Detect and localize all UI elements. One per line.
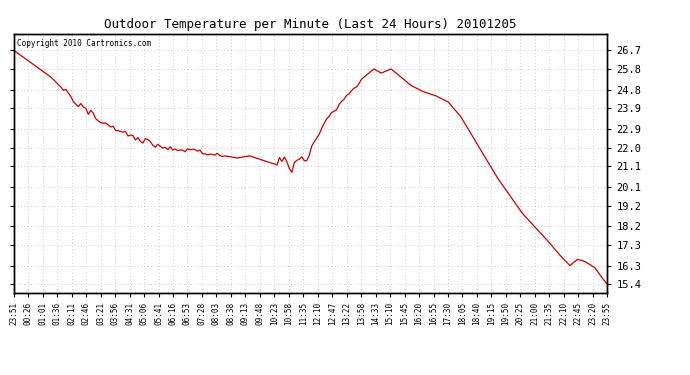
Title: Outdoor Temperature per Minute (Last 24 Hours) 20101205: Outdoor Temperature per Minute (Last 24 …	[104, 18, 517, 31]
Text: Copyright 2010 Cartronics.com: Copyright 2010 Cartronics.com	[17, 39, 151, 48]
